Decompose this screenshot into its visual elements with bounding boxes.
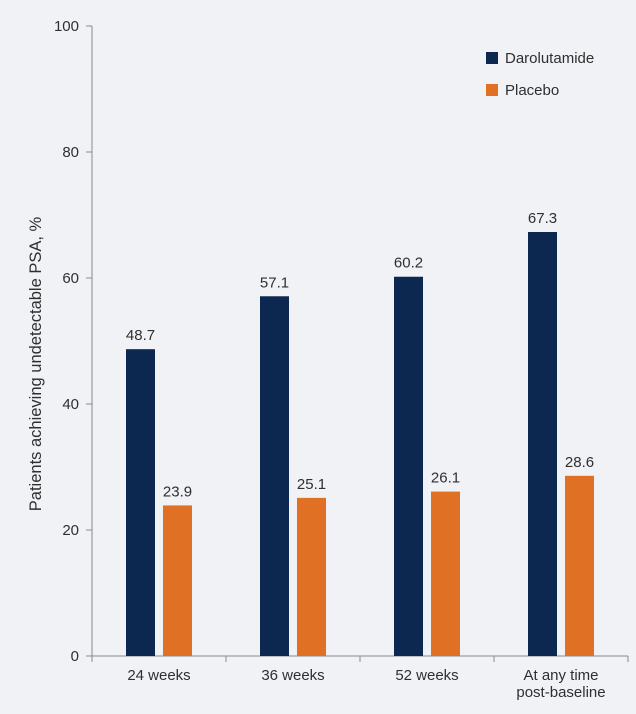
bar-darolutamide-0 xyxy=(126,349,155,656)
y-tick-label: 40 xyxy=(62,396,79,413)
data-label: 48.7 xyxy=(126,327,155,344)
legend-label-darolutamide: Darolutamide xyxy=(505,50,594,67)
y-axis-title: Patients achieving undetectable PSA, % xyxy=(27,216,45,511)
bar-placebo-0 xyxy=(163,505,192,656)
x-category-label: At any time xyxy=(523,667,598,684)
x-axis-labels: 24 weeks 36 weeks 52 weeks At any timepost-… xyxy=(127,667,605,701)
bar-placebo-1 xyxy=(297,497,326,656)
data-label: 25.1 xyxy=(297,476,326,493)
y-tick-label: 0 xyxy=(71,648,79,665)
data-label: 23.9 xyxy=(163,483,192,500)
legend-swatch-darolutamide xyxy=(486,52,498,64)
data-label: 28.6 xyxy=(565,454,594,471)
bar-darolutamide-3 xyxy=(528,232,557,656)
x-category-label: 52 weeks xyxy=(395,667,458,684)
value-labels: 48.7 57.1 60.2 67.3 23.9 25.1 26.1 28.6 xyxy=(126,210,594,500)
data-label: 57.1 xyxy=(260,274,289,291)
x-category-label: post-baseline xyxy=(516,684,605,701)
data-label: 60.2 xyxy=(394,255,423,272)
bar-darolutamide-1 xyxy=(260,296,289,656)
bar-placebo-3 xyxy=(565,475,594,656)
legend-swatch-placebo xyxy=(486,84,498,96)
y-tick-label: 20 xyxy=(62,522,79,539)
data-label: 26.1 xyxy=(431,470,460,487)
bar-placebo-2 xyxy=(431,491,460,656)
legend-label-placebo: Placebo xyxy=(505,82,559,99)
y-tick-label: 80 xyxy=(62,144,79,161)
x-category-label: 24 weeks xyxy=(127,667,190,684)
legend: Darolutamide Placebo xyxy=(486,50,594,99)
x-category-label: 36 weeks xyxy=(261,667,324,684)
y-tick-label: 60 xyxy=(62,270,79,287)
bar-darolutamide-2 xyxy=(394,276,423,656)
data-label: 67.3 xyxy=(528,210,557,227)
bars xyxy=(126,232,594,656)
y-tick-label: 100 xyxy=(54,18,79,35)
